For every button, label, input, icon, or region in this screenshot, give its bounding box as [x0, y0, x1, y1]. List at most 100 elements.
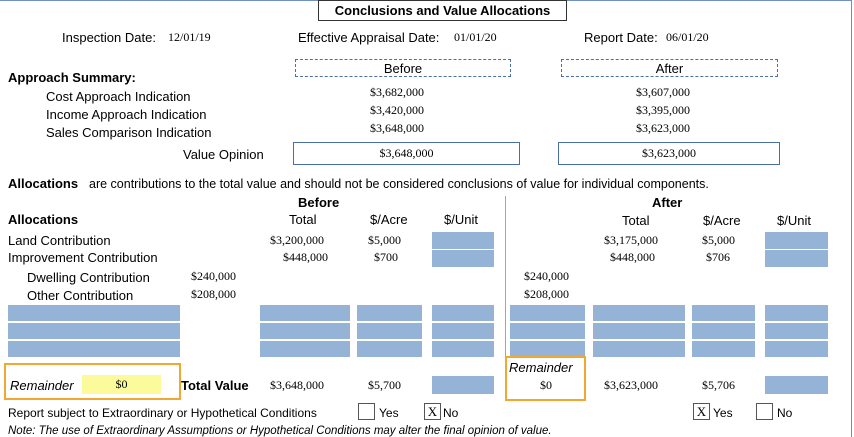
value-opinion-before: $3,648,000	[293, 142, 520, 165]
remainder-box	[4, 363, 181, 400]
input-cell[interactable]	[432, 305, 494, 321]
note-bold: Allocations	[8, 176, 79, 191]
value: $3,682,000	[370, 85, 424, 99]
input-cell[interactable]	[357, 305, 422, 321]
value: $3,200,000	[270, 233, 324, 247]
input-cell[interactable]	[593, 305, 685, 321]
value: $240,000	[191, 269, 236, 283]
before-header: Before	[295, 59, 511, 77]
row-label: Improvement Contribution	[8, 250, 158, 265]
remainder-before[interactable]: $0	[82, 375, 161, 394]
input-cell[interactable]	[765, 323, 828, 339]
value: $208,000	[191, 287, 236, 301]
input-cell[interactable]	[260, 341, 350, 357]
label: Report subject to Extraordinary or Hypot…	[8, 406, 317, 420]
input-cell[interactable]	[765, 341, 828, 357]
value: 01/01/20	[454, 30, 497, 44]
note-text: are contributions to the total value and…	[89, 177, 709, 191]
checkbox[interactable]	[358, 403, 375, 420]
input-cell[interactable]	[510, 305, 585, 321]
row-label: Dwelling Contribution	[27, 270, 150, 285]
input-cell[interactable]	[8, 305, 180, 321]
value: $700	[374, 250, 398, 264]
checkbox[interactable]: X	[424, 403, 441, 420]
value: $3,420,000	[370, 103, 424, 117]
value: $3,648,000	[379, 146, 434, 160]
value: $208,000	[524, 287, 569, 301]
value: $448,000	[283, 250, 328, 264]
value: 06/01/20	[666, 30, 709, 44]
input-cell[interactable]	[260, 323, 350, 339]
input-cell[interactable]	[8, 341, 180, 357]
value: $3,623,000	[604, 378, 658, 392]
table-title: Allocations	[8, 212, 79, 227]
value: 12/01/19	[168, 30, 211, 44]
value: $448,000	[610, 250, 655, 264]
check: X	[696, 404, 707, 419]
label: No	[443, 406, 459, 420]
value: $0	[115, 377, 128, 391]
input-cell[interactable]	[765, 376, 828, 394]
section-title: Approach Summary:	[8, 70, 136, 85]
input-cell[interactable]	[692, 341, 755, 357]
input-cell[interactable]	[765, 305, 828, 321]
column-header: $/Unit	[777, 213, 811, 228]
heading: Before	[298, 195, 340, 210]
label: Report Date:	[584, 30, 658, 45]
input-cell[interactable]	[432, 341, 494, 357]
input-cell[interactable]	[260, 305, 350, 321]
label: Effective Appraisal Date:	[298, 30, 440, 45]
label: Remainder	[10, 378, 74, 393]
value: $5,000	[368, 233, 401, 247]
label: After	[655, 61, 684, 76]
value-opinion-after: $3,623,000	[558, 142, 780, 165]
check: X	[427, 404, 438, 419]
value: $3,648,000	[270, 378, 324, 392]
input-cell[interactable]	[432, 376, 494, 394]
row-label: Cost Approach Indication	[46, 89, 191, 104]
input-cell[interactable]	[765, 232, 828, 249]
input-cell[interactable]	[357, 323, 422, 339]
value: $5,700	[368, 378, 401, 392]
label: Remainder	[509, 360, 573, 375]
input-cell[interactable]	[432, 232, 494, 249]
label: No	[777, 406, 793, 420]
value: $5,000	[702, 233, 735, 247]
input-cell[interactable]	[357, 341, 422, 357]
input-cell[interactable]	[510, 323, 585, 339]
value: $3,623,000	[636, 121, 690, 135]
input-cell[interactable]	[510, 341, 585, 357]
title-box: Conclusions and Value Allocations	[318, 0, 567, 21]
value: $3,395,000	[636, 103, 690, 117]
input-cell[interactable]	[765, 250, 828, 267]
input-cell[interactable]	[432, 250, 494, 267]
column-header: $/Acre	[370, 212, 408, 227]
input-cell[interactable]	[432, 323, 494, 339]
value: $5,706	[702, 378, 735, 392]
checkbox[interactable]	[756, 403, 773, 420]
after-header: After	[561, 59, 778, 77]
value: $3,607,000	[636, 85, 690, 99]
label: Before	[383, 61, 423, 76]
value: $706	[706, 250, 730, 264]
row-label: Value Opinion	[183, 147, 264, 162]
value: $3,648,000	[370, 121, 424, 135]
checkbox[interactable]: X	[693, 403, 710, 420]
input-cell[interactable]	[593, 323, 685, 339]
input-cell[interactable]	[593, 341, 685, 357]
row-label: Land Contribution	[8, 233, 111, 248]
input-cell[interactable]	[8, 323, 180, 339]
value: $0	[540, 378, 552, 392]
input-cell[interactable]	[692, 305, 755, 321]
column-header: $/Unit	[444, 212, 478, 227]
heading: After	[652, 195, 683, 210]
footnote: Note: The use of Extraordinary Assumptio…	[8, 425, 552, 437]
row-label: Total Value	[181, 378, 249, 393]
row-label: Income Approach Indication	[46, 107, 207, 122]
input-cell[interactable]	[692, 323, 755, 339]
label: Inspection Date:	[62, 30, 156, 45]
title: Conclusions and Value Allocations	[334, 3, 551, 18]
value: $240,000	[524, 269, 569, 283]
divider	[505, 196, 506, 356]
